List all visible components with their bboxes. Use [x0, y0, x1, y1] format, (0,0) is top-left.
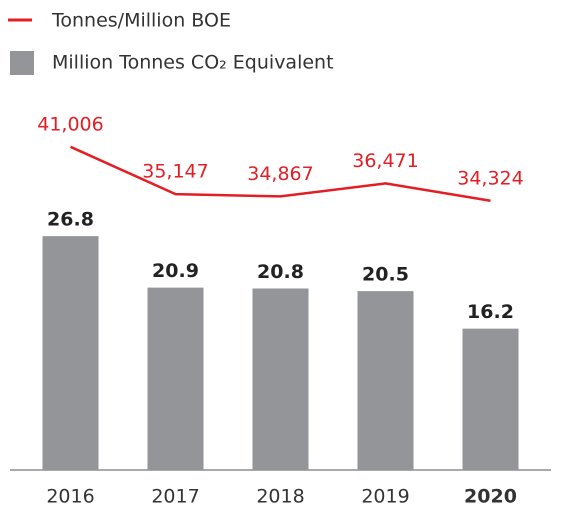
- bar: [252, 288, 309, 470]
- bar-value-label: 26.8: [47, 209, 94, 231]
- x-tick-label: 2018: [256, 486, 304, 508]
- legend-label: Million Tonnes CO₂ Equivalent: [52, 52, 334, 74]
- bar-value-label: 20.5: [362, 264, 409, 286]
- x-tick-label: 2020: [464, 486, 517, 508]
- bar-value-label: 20.8: [257, 261, 304, 283]
- line-value-label: 41,006: [37, 113, 103, 135]
- bar: [462, 328, 519, 470]
- x-tick-label: 2016: [46, 486, 94, 508]
- line: [69, 145, 491, 203]
- bar: [357, 291, 414, 470]
- line-value-label: 34,867: [247, 163, 313, 185]
- x-tick-label: 2019: [361, 486, 409, 508]
- bar: [147, 287, 204, 470]
- legend-label: Tonnes/Million BOE: [51, 10, 231, 32]
- x-tick-label: 2017: [151, 486, 199, 508]
- line-value-label: 34,324: [457, 167, 523, 189]
- bar-value-label: 20.9: [152, 260, 199, 282]
- line-value-label: 36,471: [352, 150, 418, 172]
- bar-value-label: 16.2: [467, 301, 514, 323]
- legend-swatch: [10, 51, 34, 75]
- line-value-label: 35,147: [142, 161, 208, 183]
- bar: [42, 236, 99, 470]
